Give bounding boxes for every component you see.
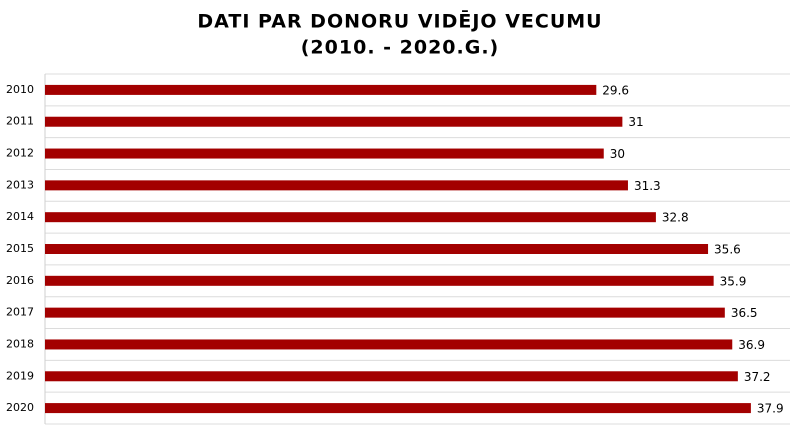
bar (45, 180, 628, 191)
y-tick-label: 2016 (6, 274, 34, 287)
y-tick-label: 2014 (6, 210, 34, 223)
y-tick-label: 2011 (6, 115, 34, 128)
value-label: 35.9 (720, 274, 747, 288)
bar (45, 84, 597, 95)
bar (45, 148, 604, 159)
bar (45, 371, 738, 382)
y-tick-label: 2013 (6, 178, 34, 191)
y-tick-label: 2010 (6, 83, 34, 96)
value-label: 37.9 (757, 402, 784, 416)
value-label: 29.6 (602, 83, 629, 97)
y-tick-label: 2019 (6, 369, 34, 382)
bar (45, 116, 623, 127)
chart-subtitle: (2010. - 2020.G.) (301, 37, 500, 59)
y-tick-label: 2018 (6, 337, 34, 350)
value-label: 30 (610, 147, 625, 161)
value-label: 31 (628, 115, 643, 129)
y-tick-label: 2012 (6, 147, 34, 160)
bar (45, 403, 751, 414)
bar (45, 212, 656, 223)
bar (45, 339, 733, 350)
bar (45, 275, 714, 286)
y-tick-label: 2017 (6, 306, 34, 319)
value-label: 36.5 (731, 306, 758, 320)
bar (45, 307, 725, 318)
y-tick-label: 2015 (6, 242, 34, 255)
value-label: 35.6 (714, 243, 741, 257)
y-tick-label: 2020 (6, 401, 34, 414)
bar (45, 244, 709, 254)
chart-title: DATI PAR DONORU VIDĒJO VECUMU (197, 10, 602, 33)
value-label: 37.2 (744, 370, 771, 384)
value-label: 31.3 (634, 179, 661, 193)
value-label: 36.9 (738, 338, 765, 352)
value-label: 32.8 (662, 211, 689, 225)
